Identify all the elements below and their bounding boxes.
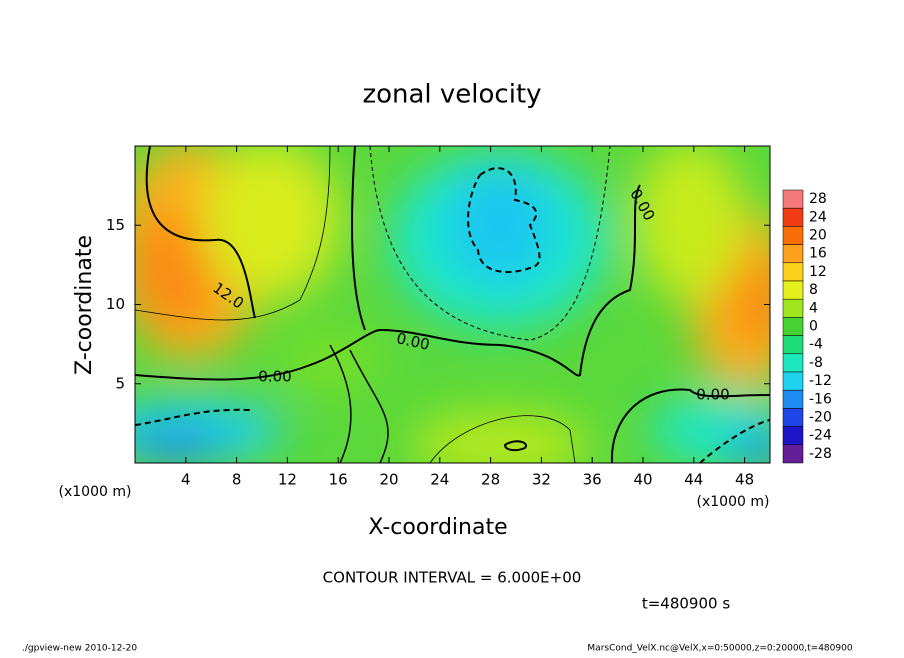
colorbar-label: 8 <box>809 282 818 298</box>
colorbar-swatch <box>782 298 804 318</box>
y-tick-label: 5 <box>115 374 125 392</box>
x-tick-label: 44 <box>684 471 703 489</box>
colorbar-swatch <box>782 389 804 409</box>
chart-title: zonal velocity <box>362 80 541 110</box>
colorbar-swatch <box>782 226 804 245</box>
colorbar-swatch <box>782 280 804 300</box>
colorbar-label: 20 <box>809 228 827 244</box>
y-tick-label: 15 <box>106 216 125 234</box>
colorbar-label: 16 <box>809 246 827 262</box>
x-axis-label: X-coordinate <box>368 515 507 540</box>
time-label: t=480900 s <box>642 595 730 613</box>
colorbar-label: -24 <box>809 428 832 444</box>
colorbar-swatch <box>782 207 804 227</box>
x-tick-label: 24 <box>430 471 449 489</box>
colorbar-swatch <box>782 444 804 464</box>
colorbar-label: 4 <box>809 300 818 316</box>
x-tick-label: 16 <box>329 471 348 489</box>
colorbar-swatch <box>782 408 804 427</box>
y-axis-label: Z-coordinate <box>72 235 97 375</box>
x-tick-label: 20 <box>379 471 398 489</box>
colorbar-swatch <box>782 426 804 446</box>
footer-left: ./gpview-new 2010-12-20 <box>22 644 137 654</box>
contour-interval: CONTOUR INTERVAL = 6.000E+00 <box>323 569 582 587</box>
x-tick-label: 8 <box>232 471 242 489</box>
colorbar-label: -16 <box>809 391 832 407</box>
x-tick-label: 4 <box>181 471 191 489</box>
colorbar-swatch <box>782 371 804 391</box>
colorbar-label: 0 <box>809 319 818 335</box>
contour-label: 0.00 <box>696 386 729 404</box>
colorbar-swatch <box>782 244 804 264</box>
colorbar-label: 12 <box>809 264 827 280</box>
x-unit-label: (x1000 m) <box>59 484 132 500</box>
colorbar-label: -4 <box>809 337 823 353</box>
x-tick-label: 36 <box>583 471 602 489</box>
y-tick-label: 10 <box>106 295 125 313</box>
x-tick-label: 28 <box>481 471 500 489</box>
x-tick-label: 48 <box>735 471 754 489</box>
colorbar-label: -8 <box>809 355 823 371</box>
colorbar-label: 24 <box>809 209 827 225</box>
colorbar-swatch <box>782 335 804 355</box>
contour-lines <box>135 146 770 463</box>
colorbar-swatch <box>782 262 804 282</box>
footer-right: MarsCond_VelX.nc@VelX,x=0:50000,z=0:2000… <box>587 644 852 654</box>
colorbar-label: -12 <box>809 373 832 389</box>
x-tick-label: 40 <box>633 471 652 489</box>
contour-field <box>135 146 770 463</box>
colorbar-label: -28 <box>809 446 832 462</box>
x-tick-label: 12 <box>278 471 297 489</box>
colorbar-label: 28 <box>809 191 827 207</box>
colorbar-swatch <box>782 353 804 373</box>
colorbar-swatch <box>782 317 804 336</box>
x-unit-label: (x1000 m) <box>697 494 770 510</box>
colorbar-swatch <box>782 189 804 209</box>
colorbar-label: -20 <box>809 410 832 426</box>
x-tick-label: 32 <box>532 471 551 489</box>
contour-label: 0.00 <box>258 368 291 386</box>
